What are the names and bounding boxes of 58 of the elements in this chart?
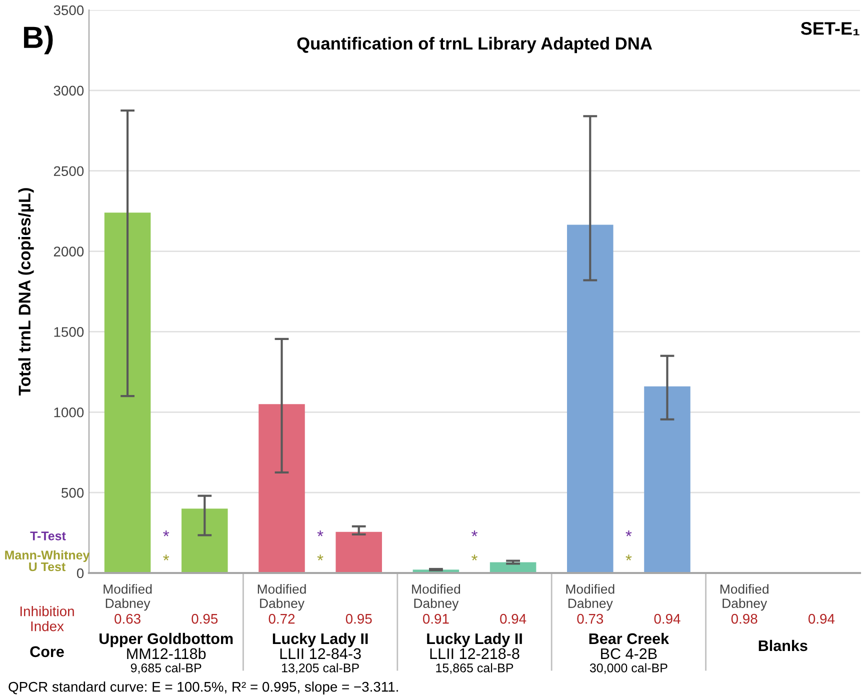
annotation: * bbox=[626, 554, 632, 560]
text: Core bbox=[30, 646, 64, 658]
text: 0.95 bbox=[192, 614, 218, 624]
text: Inhibition Index bbox=[20, 606, 74, 632]
text: B) bbox=[24, 26, 53, 54]
bar bbox=[567, 224, 614, 573]
text: Quantification of trnL Library Adapted DNA bbox=[297, 36, 652, 54]
x-tick-label: Modified Dabney bbox=[412, 584, 460, 611]
text: QPCR standard curve: E = 100.5%, R² = 0.995, slope = −3.311. bbox=[8, 682, 398, 694]
x-tick-label: Modified Dabney bbox=[104, 584, 152, 611]
text: Lucky Lady II bbox=[272, 632, 368, 648]
text: Blanks bbox=[758, 640, 808, 652]
text: 0.94 bbox=[500, 614, 526, 624]
text: LLII 12-84-3 bbox=[280, 648, 361, 660]
bar bbox=[336, 532, 382, 573]
text: LLII 12-218-8 bbox=[430, 648, 520, 660]
y-tick-label: 3500 bbox=[54, 5, 84, 16]
x-tick-label: Modified Dabney bbox=[720, 584, 768, 611]
annotation: * bbox=[626, 530, 632, 536]
text: Bear Creek bbox=[589, 632, 670, 644]
y-tick-label: 2000 bbox=[54, 246, 84, 256]
text: Upper Goldbottom bbox=[100, 632, 233, 648]
text: 13,205 cal-BP bbox=[282, 663, 359, 674]
y-tick-label: 500 bbox=[62, 488, 84, 498]
text: T-Test bbox=[30, 532, 66, 540]
text: 15,865 cal-BP bbox=[436, 663, 514, 674]
bar bbox=[490, 562, 536, 573]
text: 0.94 bbox=[654, 614, 680, 624]
x-tick-label: Modified Dabney bbox=[258, 584, 306, 611]
annotation: * bbox=[317, 554, 324, 560]
annotation: * bbox=[317, 530, 324, 536]
text: MM12-118b bbox=[127, 648, 206, 660]
annotation: * bbox=[163, 554, 170, 560]
x-tick-label: Modified Dabney bbox=[566, 584, 614, 611]
text: 0.63 bbox=[114, 614, 140, 624]
bar bbox=[258, 404, 305, 573]
y-tick-label: 3000 bbox=[54, 86, 84, 96]
y-axis-title: Total trnL DNA (copies/µL) bbox=[18, 188, 34, 396]
annotation: * bbox=[472, 530, 478, 536]
bar bbox=[182, 508, 228, 573]
text: 0.91 bbox=[422, 614, 449, 624]
annotation: * bbox=[472, 554, 478, 560]
y-tick-label: 1500 bbox=[54, 327, 84, 337]
text: 0.72 bbox=[268, 614, 295, 624]
bar bbox=[104, 212, 151, 573]
text: 9,685 cal-BP bbox=[130, 663, 202, 674]
text: Lucky Lady II bbox=[427, 632, 522, 648]
bar bbox=[644, 386, 690, 573]
y-tick-label: 2500 bbox=[54, 166, 84, 176]
annotation: SET-E₁ bbox=[800, 22, 860, 36]
text: 0.98 bbox=[731, 614, 758, 624]
text: 0.95 bbox=[346, 614, 372, 624]
text: 0.94 bbox=[808, 614, 835, 624]
text: 30,000 cal-BP bbox=[590, 663, 668, 674]
annotation: * bbox=[163, 530, 170, 536]
text: 0.73 bbox=[577, 614, 604, 624]
text: BC 4-2B bbox=[601, 648, 657, 660]
y-tick-label: 1000 bbox=[54, 407, 84, 418]
